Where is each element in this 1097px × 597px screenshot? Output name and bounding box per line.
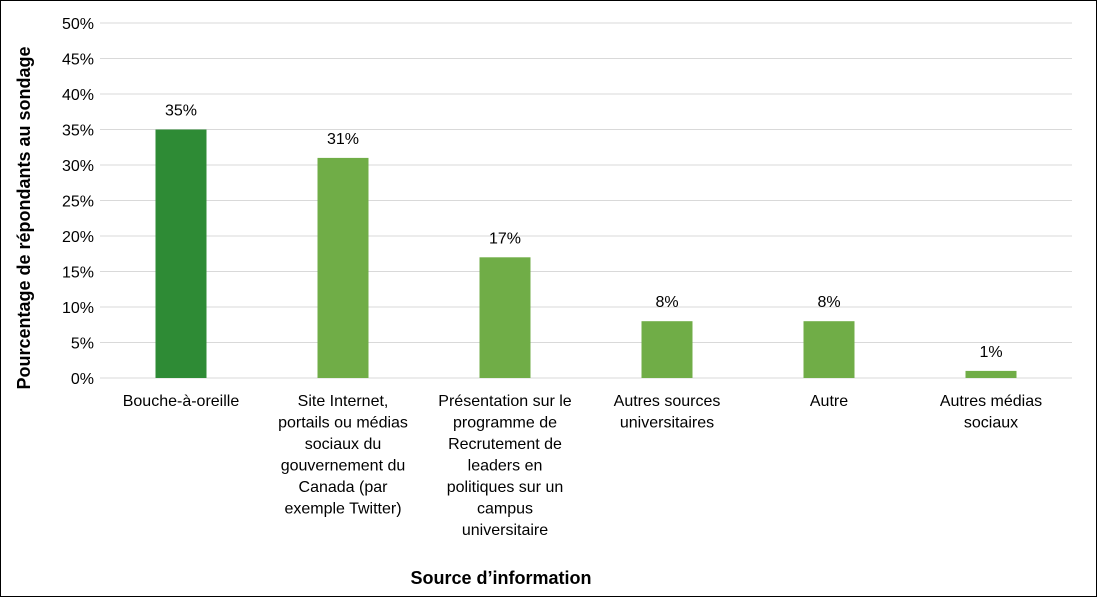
x-category-label: Site Internet, portails ou médias sociaux … [278, 393, 408, 518]
bars [155, 129, 1017, 378]
y-tick-label: 35% [62, 123, 94, 140]
y-tick-label: 0% [71, 371, 94, 388]
x-category-label-line: Canada (par [299, 479, 389, 496]
x-axis-categories: Bouche-à-oreille Site Internet, portails o… [123, 393, 1042, 539]
x-category-label-line: Bouche-à-oreille [123, 393, 240, 410]
y-tick-label: 15% [62, 265, 94, 282]
bar [317, 157, 369, 378]
data-label: 31% [327, 131, 359, 148]
x-category-label: Autre [810, 393, 848, 410]
y-tick-label: 10% [62, 300, 94, 317]
x-category-label-line: programme de [453, 415, 557, 432]
x-category-label-line: sociaux [964, 415, 1018, 432]
bar [479, 257, 531, 378]
data-label: 17% [489, 230, 521, 247]
x-category-label-line: Recrutement de [448, 436, 562, 453]
data-label: 35% [165, 103, 197, 120]
x-category-label-line: Site Internet, [298, 393, 389, 410]
x-category-label: Présentation sur le programme de Recruteme… [438, 393, 572, 539]
bar [803, 321, 855, 378]
data-label: 8% [817, 294, 840, 311]
x-category-label-line: Autre [810, 393, 848, 410]
y-axis-title: Pourcentage de répondants au sondage [14, 46, 34, 389]
x-category-label-line: universitaires [620, 415, 714, 432]
y-tick-label: 20% [62, 229, 94, 246]
x-axis-title: Source d’information [410, 568, 591, 588]
x-category-label-line: leaders en [468, 458, 543, 475]
x-category-label-line: campus [477, 501, 533, 518]
x-category-label: Autres médias sociaux [940, 393, 1042, 432]
x-category-label-line: portails ou médias [278, 415, 408, 432]
data-label: 8% [655, 294, 678, 311]
x-category-label-line: Autres médias [940, 393, 1042, 410]
bar [965, 370, 1017, 378]
y-axis-ticks: 0% 5% 10% 15% 20% 25% 30% 35% 40% 45% 50% [62, 16, 94, 388]
x-category-label-line: Autres sources [614, 393, 721, 410]
gridlines [100, 22, 1072, 379]
y-tick-label: 5% [71, 336, 94, 353]
y-tick-label: 50% [62, 16, 94, 33]
y-tick-label: 25% [62, 194, 94, 211]
y-tick-label: 40% [62, 87, 94, 104]
x-category-label-line: Présentation sur le [438, 393, 572, 410]
data-labels: 35% 31% 17% 8% 8% 1% [165, 103, 1003, 361]
x-category-label-line: gouvernement du [281, 458, 406, 475]
y-tick-label: 45% [62, 52, 94, 69]
x-category-label-line: politiques sur un [447, 479, 564, 496]
y-tick-label: 30% [62, 158, 94, 175]
bar [641, 321, 693, 378]
x-category-label: Autres sources universitaires [614, 393, 721, 432]
x-category-label: Bouche-à-oreille [123, 393, 240, 410]
x-category-label-line: exemple Twitter) [284, 501, 401, 518]
bar [155, 129, 207, 378]
x-category-label-line: sociaux du [305, 436, 382, 453]
data-label: 1% [979, 344, 1002, 361]
x-category-label-line: universitaire [462, 522, 548, 539]
